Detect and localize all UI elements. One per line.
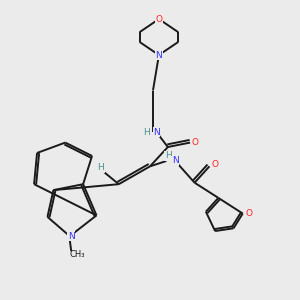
Text: H: H <box>98 163 104 172</box>
Text: H: H <box>143 128 150 137</box>
Text: O: O <box>246 209 253 218</box>
Text: O: O <box>211 160 218 169</box>
Text: H: H <box>165 152 172 160</box>
Text: N: N <box>153 128 160 137</box>
Text: O: O <box>155 15 162 24</box>
Text: O: O <box>192 138 199 147</box>
Text: CH₃: CH₃ <box>69 250 85 259</box>
Text: N: N <box>155 50 162 59</box>
Text: N: N <box>68 232 75 241</box>
Text: N: N <box>172 157 178 166</box>
